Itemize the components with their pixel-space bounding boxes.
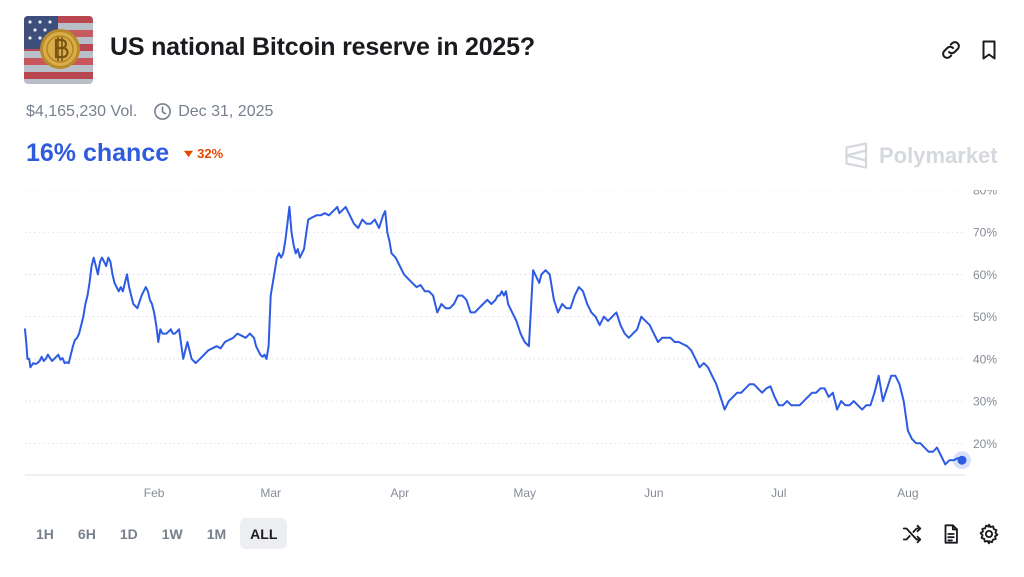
end-date: Dec 31, 2025 [178,102,274,120]
y-tick-label: 60% [973,268,997,282]
range-button-1d[interactable]: 1D [119,525,138,542]
market-icon [24,16,93,84]
range-button-1w[interactable]: 1W [161,525,183,542]
price-chart[interactable]: 20% 30% 40% 50% 60% 70% 80% Feb Mar Apr May Jun Jul A… [0,184,1024,505]
clock-icon [154,103,172,120]
range-selector: 1H 6H 1D 1W 1M ALL [26,518,291,549]
range-button-1m[interactable]: 1M [206,525,227,542]
settings-icon[interactable] [978,523,1000,545]
polymarket-watermark: Polymarket [844,142,998,169]
y-tick-label: 40% [973,352,997,366]
change-badge: 32% [183,146,223,161]
series-line [24,205,963,466]
market-title: US national Bitcoin reserve in 2025? [110,33,535,61]
change-value: 32% [197,146,224,161]
market-meta: $4,165,230 Vol. Dec 31, 2025 [26,102,273,121]
brand-name: Polymarket [879,142,998,168]
y-tick-label: 30% [973,395,997,409]
x-tick-label: Jun [644,486,663,500]
x-tick-label: Mar [260,486,281,500]
last-point-marker [957,455,967,465]
x-tick-label: Feb [144,486,165,500]
x-tick-label: Jul [771,486,786,500]
document-icon[interactable] [940,523,962,545]
x-tick-label: Apr [390,486,409,500]
y-tick-label: 50% [973,310,997,324]
triangle-down-icon [184,150,194,158]
range-button-6h[interactable]: 6H [77,525,96,542]
chance-value: 16% chance [26,139,170,167]
polymarket-logo-icon [845,142,868,169]
range-button-1h[interactable]: 1H [36,525,54,542]
bookmark-icon[interactable] [977,38,1001,62]
x-tick-label: Aug [897,486,918,500]
y-tick-label: 20% [973,437,997,451]
volume: $4,165,230 Vol. [26,102,138,120]
chance-row: 16% chance 32% [26,139,223,168]
chart-svg: 20% 30% 40% 50% 60% 70% 80% Feb Mar Apr May Jun Jul A… [24,184,997,500]
x-tick-label: May [513,486,536,500]
range-button-all[interactable]: ALL [240,518,288,549]
y-tick-label: 70% [973,226,997,240]
shuffle-icon[interactable] [901,523,923,545]
y-tick-label: 80% [973,190,997,198]
link-icon[interactable] [939,38,963,62]
